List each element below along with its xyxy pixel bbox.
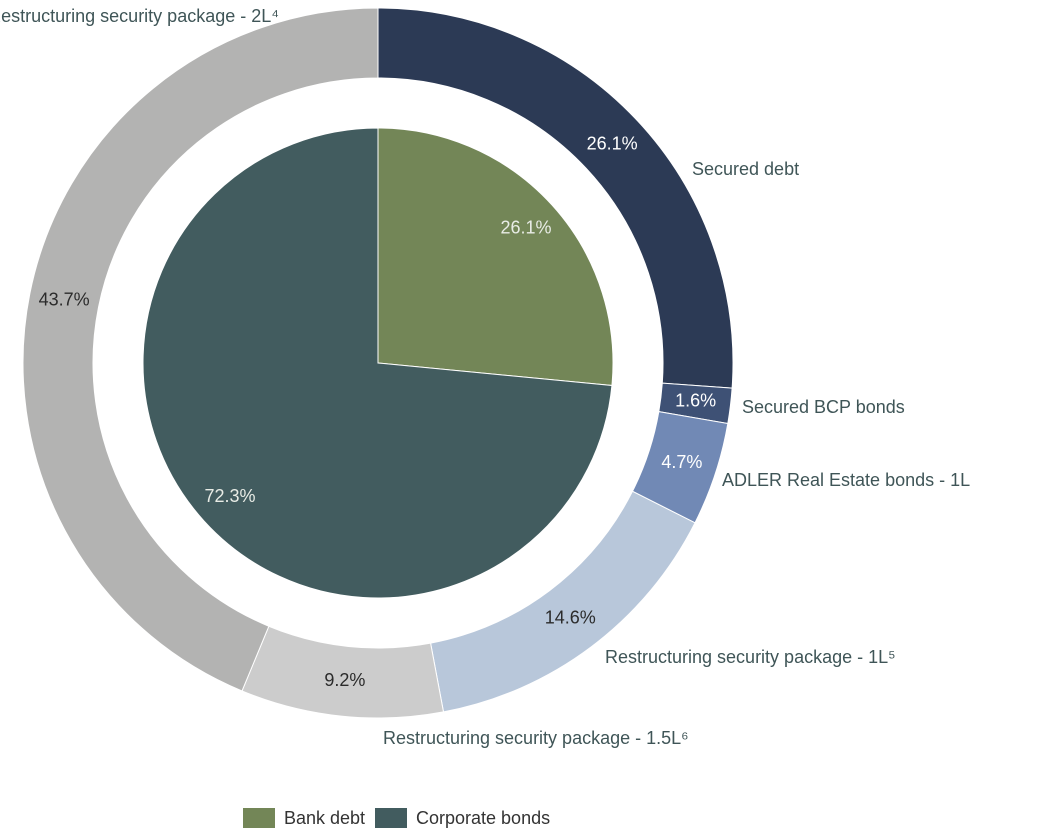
donut-slice [377, 7, 734, 389]
category-label: Restructuring security package - 1L⁵ [605, 647, 896, 667]
pie-slice [142, 127, 613, 599]
category-label: ADLER Real Estate bonds - 1L [722, 470, 970, 490]
data-label: 1.6% [675, 390, 716, 410]
data-label: 14.6% [545, 608, 596, 628]
legend-swatch [375, 808, 407, 828]
category-label: Restructuring security package - 2L⁴ [0, 6, 279, 26]
legend-label: Bank debt [284, 808, 365, 828]
legend-label: Corporate bonds [416, 808, 550, 828]
data-label: 26.1% [501, 217, 552, 237]
donut-slice [22, 7, 379, 692]
data-label: 26.1% [587, 134, 638, 154]
category-label: Secured debt [692, 159, 799, 179]
data-label: 72.3% [204, 486, 255, 506]
data-label: 9.2% [324, 670, 365, 690]
pie-slice [377, 127, 614, 387]
data-label: 4.7% [661, 452, 702, 472]
data-label: 43.7% [39, 289, 90, 309]
category-label: Restructuring security package - 1.5L⁶ [383, 728, 689, 748]
category-label: Secured BCP bonds [742, 397, 905, 417]
legend-swatch [243, 808, 275, 828]
